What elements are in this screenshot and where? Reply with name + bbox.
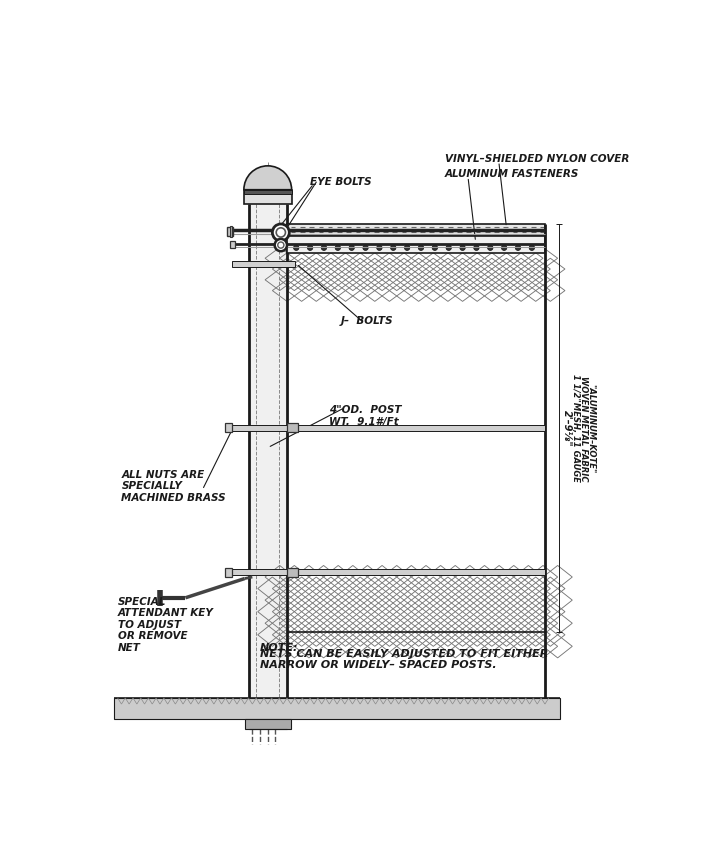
Bar [244,190,292,203]
Bar [230,569,545,576]
Bar [225,568,232,577]
Circle shape [488,245,493,250]
Bar [287,224,545,236]
Text: J–  BOLTS: J– BOLTS [341,315,393,325]
Bar [225,423,232,432]
Text: NOTE:: NOTE: [260,643,299,652]
Circle shape [307,245,313,250]
Circle shape [335,245,341,250]
Circle shape [501,245,507,250]
Bar [287,568,298,577]
Circle shape [432,245,437,250]
Circle shape [377,245,382,250]
Circle shape [390,245,396,250]
Text: "ALUMINUM–KOTE": "ALUMINUM–KOTE" [587,384,596,473]
Bar [232,260,294,266]
Bar [244,190,292,194]
Text: VINYL–SHIELDED NYLON COVER: VINYL–SHIELDED NYLON COVER [445,154,629,164]
Text: EYE BOLTS: EYE BOLTS [310,177,372,187]
Circle shape [363,245,368,250]
Circle shape [405,245,410,250]
Circle shape [460,245,465,250]
Bar [114,698,560,719]
Circle shape [278,242,284,248]
Circle shape [274,239,287,251]
Bar [287,423,298,432]
Circle shape [515,245,520,250]
Circle shape [474,245,479,250]
Bar [230,425,545,431]
Wedge shape [244,166,292,190]
Circle shape [294,245,299,250]
Bar [230,226,232,237]
Text: 2'–9⅛": 2'–9⅛" [562,410,572,447]
Circle shape [529,245,535,250]
Bar [245,719,291,728]
Text: ALUMINUM FASTENERS: ALUMINUM FASTENERS [445,169,579,180]
Bar [227,227,233,235]
Text: 4"OD.  POST
WT.  9.1#/Ft: 4"OD. POST WT. 9.1#/Ft [329,405,402,427]
Circle shape [446,245,451,250]
Circle shape [418,245,424,250]
Bar [249,203,287,698]
Text: 1 1/2"MESH, 11 GAUGE: 1 1/2"MESH, 11 GAUGE [571,374,580,482]
Bar [287,236,545,253]
Circle shape [349,245,354,250]
Text: ALL NUTS ARE
SPECIALLY
MACHINED BRASS: ALL NUTS ARE SPECIALLY MACHINED BRASS [122,470,226,502]
Text: SPECIAL
ATTENDANT KEY
TO ADJUST
OR REMOVE
NET: SPECIAL ATTENDANT KEY TO ADJUST OR REMOV… [117,597,213,653]
Text: WOVEN METAL FABRIC: WOVEN METAL FABRIC [579,376,588,481]
Bar [230,241,235,248]
Text: NETS CAN BE EASILY ADJUSTED TO FIT EITHER
NARROW OR WIDELY– SPACED POSTS.: NETS CAN BE EASILY ADJUSTED TO FIT EITHE… [260,648,548,670]
Circle shape [272,224,289,241]
Circle shape [321,245,326,250]
Circle shape [276,228,285,237]
